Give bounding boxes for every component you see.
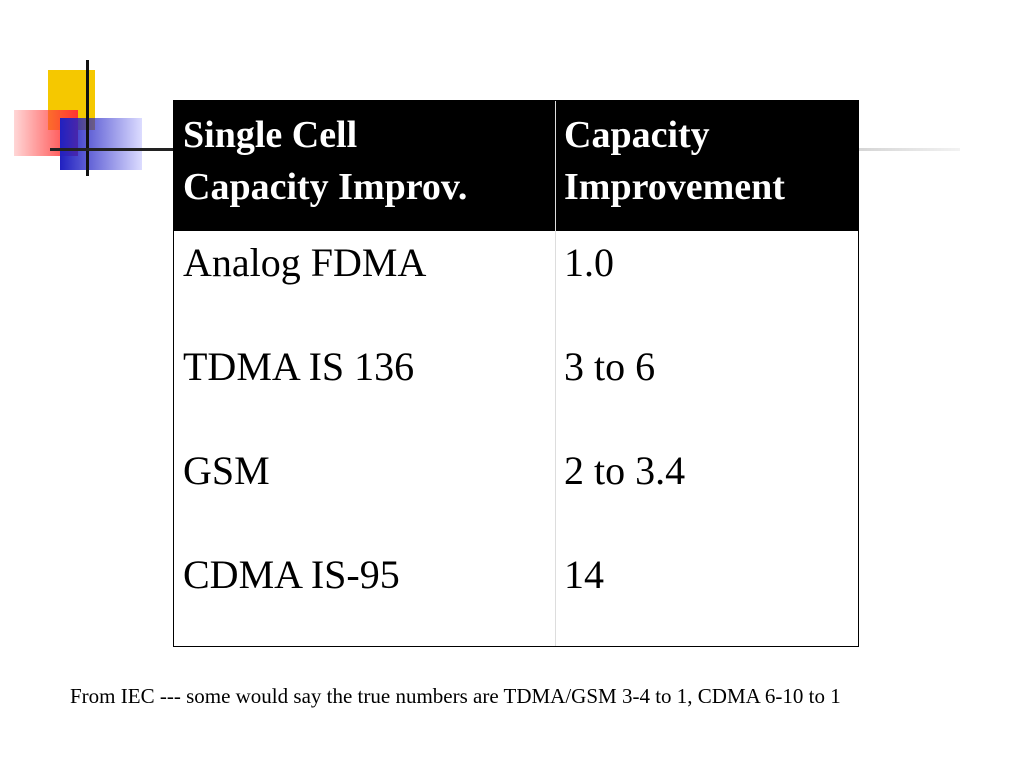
header-line: Capacity Improv. — [183, 166, 468, 208]
table-cell: 3 to 6 — [564, 344, 656, 389]
deco-blue — [60, 118, 142, 170]
table-cell: Analog FDMA — [183, 240, 427, 285]
footnote: From IEC --- some would say the true num… — [70, 684, 841, 708]
table-cell: 1.0 — [564, 240, 614, 285]
header-line: Single Cell — [183, 114, 358, 156]
header-cell: Single Cell Capacity Improv. — [183, 109, 467, 213]
table-cell: TDMA IS 136 — [183, 344, 415, 389]
col-divider — [555, 101, 556, 646]
header-line: Capacity — [564, 114, 710, 156]
table-cell: 2 to 3.4 — [564, 448, 686, 493]
table-header — [174, 101, 858, 231]
table: Single Cell Capacity Improv. Capacity Im… — [173, 100, 859, 647]
table-cell: 14 — [564, 552, 604, 597]
header-line: Improvement — [564, 166, 785, 208]
deco-vline — [86, 60, 89, 176]
table-cell: GSM — [183, 448, 270, 493]
table-cell: CDMA IS-95 — [183, 552, 400, 597]
header-cell: Capacity Improvement — [564, 109, 785, 213]
